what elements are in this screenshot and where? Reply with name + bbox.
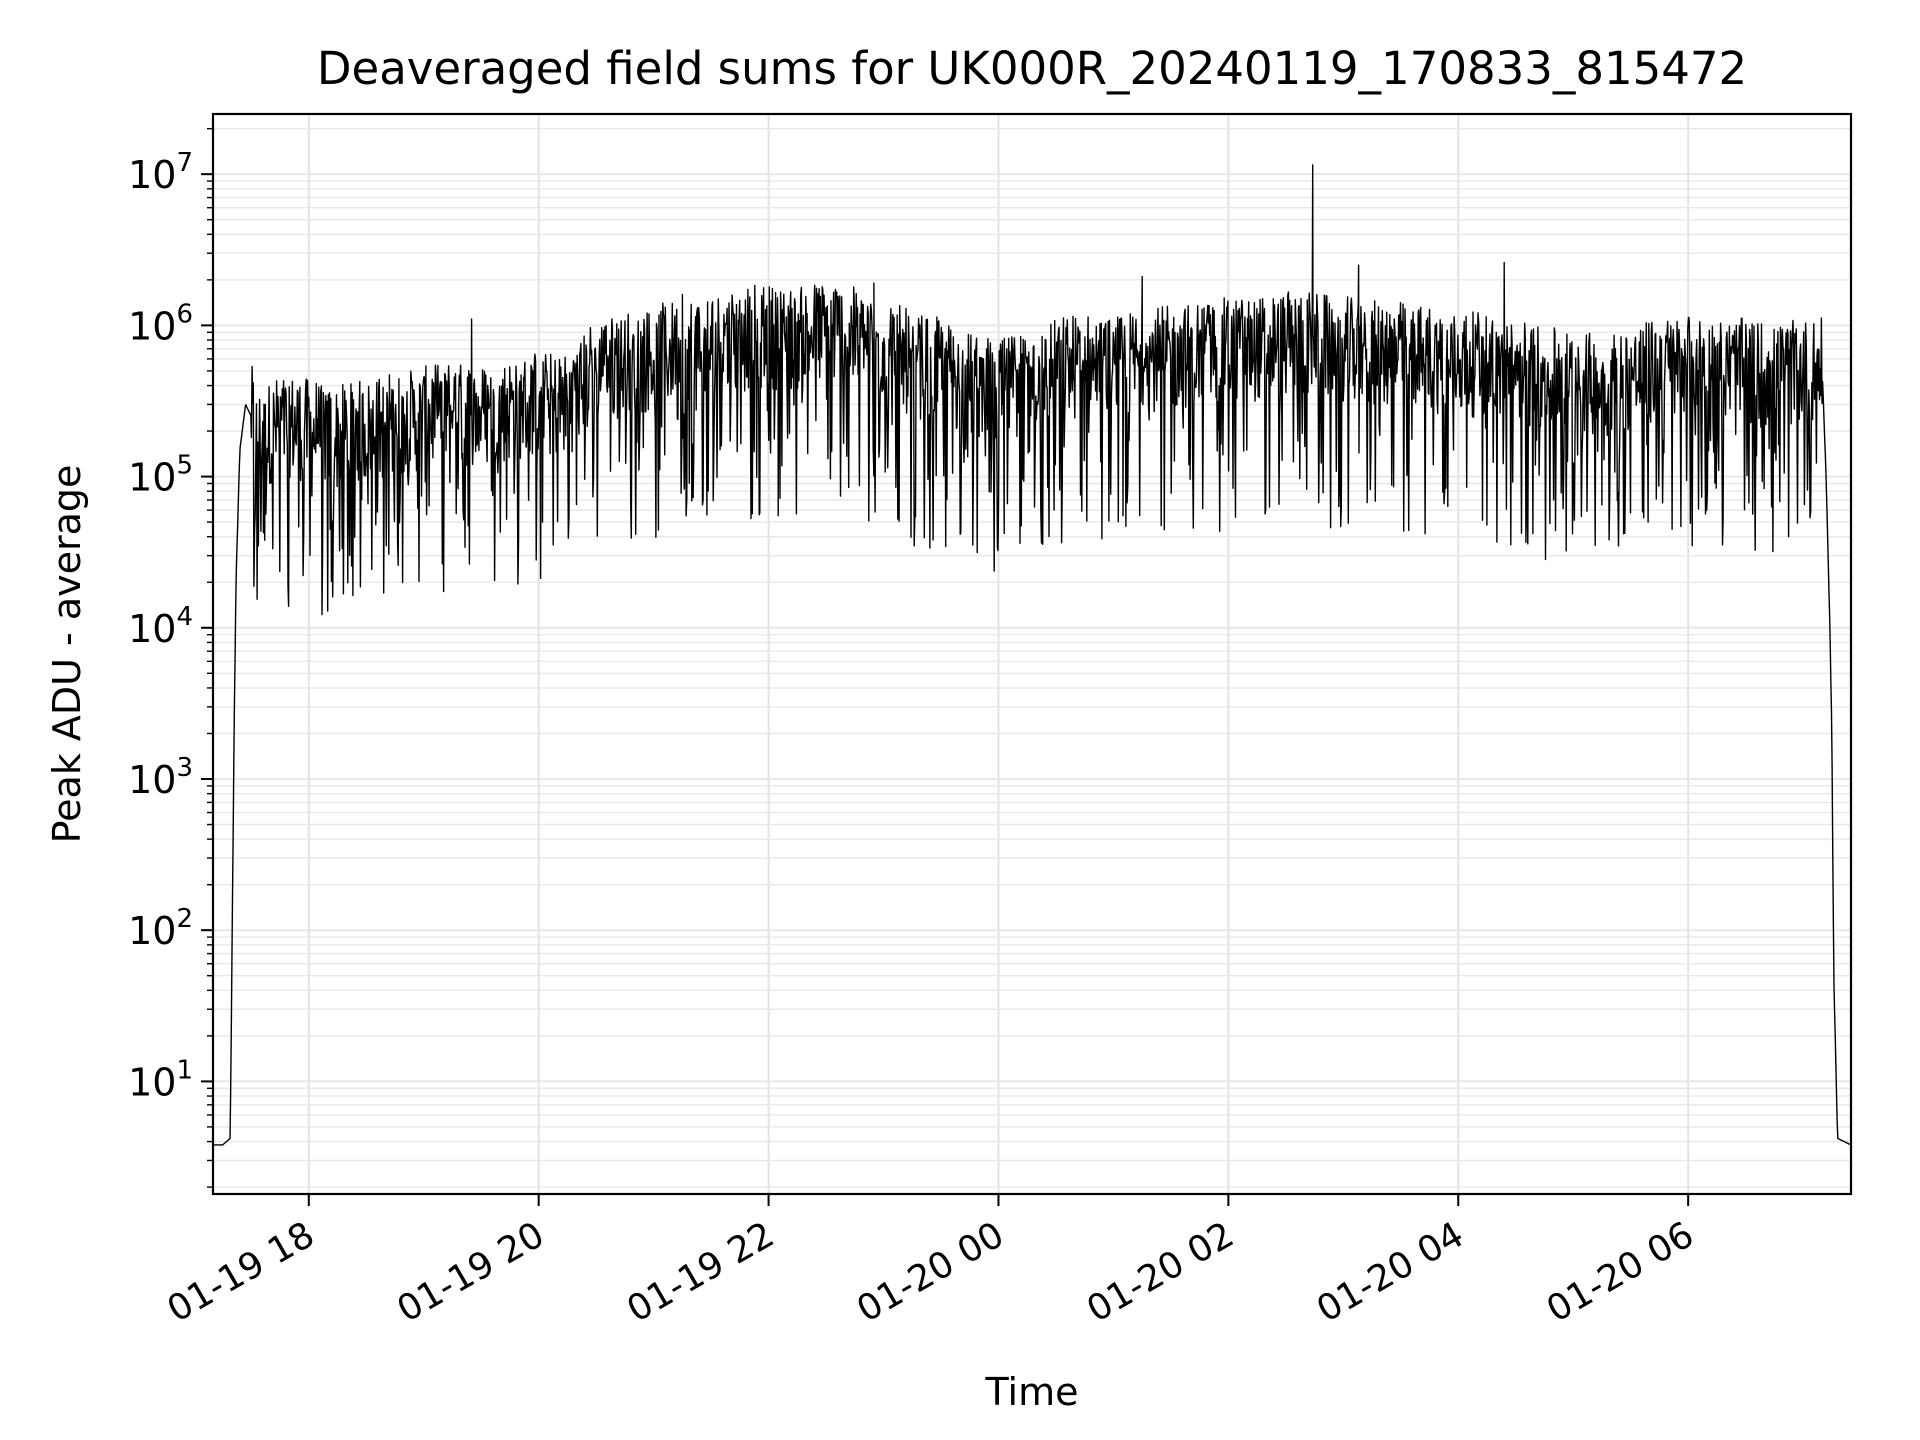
y-tick-exponent: 4 <box>176 602 193 632</box>
y-tick-exponent: 6 <box>176 299 193 329</box>
x-axis-label: Time <box>985 1370 1079 1414</box>
y-tick-exponent: 3 <box>176 753 193 783</box>
y-axis-label: Peak ADU - average <box>45 465 89 844</box>
y-tick-exponent: 2 <box>176 904 193 934</box>
y-tick-exponent: 1 <box>176 1055 193 1085</box>
chart-title: Deaveraged field sums for UK000R_2024011… <box>317 42 1747 95</box>
y-tick-exponent: 7 <box>176 148 193 178</box>
series-layer <box>212 164 1852 1146</box>
y-tick-label: 104 <box>128 602 193 651</box>
series-line <box>212 164 1852 1146</box>
y-tick-label: 102 <box>128 904 193 953</box>
y-tick-exponent: 5 <box>176 451 193 481</box>
plot-frame <box>211 112 1853 1196</box>
y-tick-label: 101 <box>128 1055 193 1104</box>
